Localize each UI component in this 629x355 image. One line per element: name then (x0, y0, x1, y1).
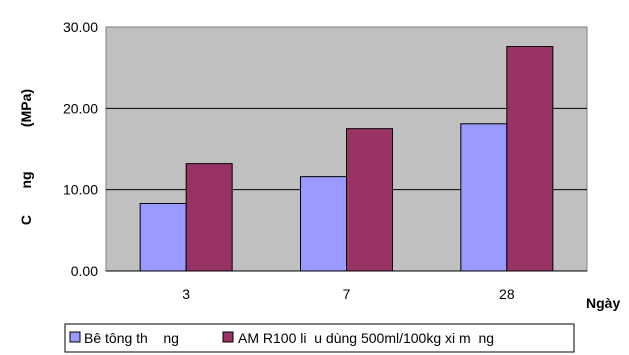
y-tick-label: 30.00 (63, 19, 98, 35)
bar-series-1-28 (460, 123, 508, 272)
bar-series-1-3 (139, 202, 187, 272)
x-axis-label: Ngày (586, 295, 620, 311)
y-tick-label: 0.00 (71, 263, 98, 279)
bar-series-2-28 (506, 46, 554, 272)
y-axis-label-unit: (MPa) (18, 89, 34, 127)
legend-label-series-2: AM R100 li u dùng 500ml/100kg xi m ng (238, 330, 494, 346)
legend-label-series-1: Bê tông th ng (84, 330, 179, 346)
bar-series-1-7 (300, 176, 347, 272)
y-axis-label-ng: ng (18, 171, 34, 188)
y-axis-label-c: C (18, 215, 34, 225)
x-tick-label: 28 (499, 286, 515, 302)
bar-series-2-3 (185, 163, 233, 272)
legend: Bê tông th ng AM R100 li u dùng 500ml/10… (64, 323, 575, 353)
legend-box (64, 323, 575, 353)
y-tick-label: 10.00 (63, 182, 98, 198)
legend-swatch-series-2 (222, 331, 234, 343)
y-tick-labels: 0.00 10.00 20.00 30.00 (63, 19, 98, 279)
bars (139, 46, 554, 272)
x-tick-label: 7 (343, 286, 351, 302)
x-tick-label: 3 (182, 286, 190, 302)
bar-series-2-7 (346, 128, 393, 272)
x-tick-labels: 3 7 28 (182, 286, 515, 302)
y-tick-label: 20.00 (63, 100, 98, 116)
legend-swatch-series-1 (69, 331, 81, 343)
